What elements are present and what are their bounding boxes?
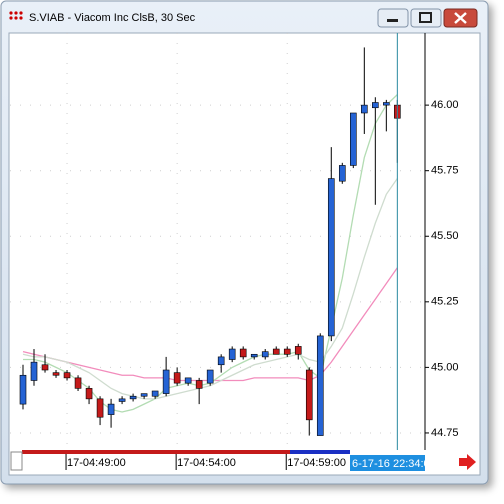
scroll-box[interactable] xyxy=(10,451,23,471)
candle-body xyxy=(228,348,236,360)
x-tick-label: 17-04:59:00 xyxy=(287,457,346,469)
candle-body xyxy=(118,398,126,402)
candle-body xyxy=(173,372,181,384)
candle-body xyxy=(63,372,71,379)
candle-body xyxy=(338,165,346,182)
candle-body xyxy=(195,380,203,389)
cursor-label-box xyxy=(350,455,425,471)
y-tick-label: 44.75 xyxy=(431,427,459,439)
candle-body xyxy=(361,104,368,114)
candle-body xyxy=(19,374,27,405)
candle-body xyxy=(305,369,313,421)
y-tick-label: 45.25 xyxy=(431,296,459,308)
y-tick-label: 45.75 xyxy=(431,165,459,177)
candle-body xyxy=(140,393,148,397)
window-title: S.VIAB - Viacom Inc ClsB, 30 Sec xyxy=(29,12,196,24)
y-tick-label: 46.00 xyxy=(431,99,459,111)
candle-body xyxy=(206,369,214,384)
y-tick-label: 45.00 xyxy=(431,361,459,373)
scroll-right-arrow[interactable] xyxy=(459,454,476,470)
cursor-label: 6-17-16 22:34:00 xyxy=(352,458,436,470)
candle-body xyxy=(283,348,291,355)
candle-body xyxy=(151,390,159,397)
time-scrollbar-view xyxy=(290,450,350,454)
candle-body xyxy=(250,353,258,358)
candle-body xyxy=(107,403,115,415)
candle-body xyxy=(261,351,269,358)
maximize-icon xyxy=(419,12,432,23)
x-tick-label: 17-04:49:00 xyxy=(67,457,126,469)
candle-body xyxy=(316,335,324,436)
candle-body xyxy=(129,395,137,400)
candle-body xyxy=(52,372,60,376)
candle-body xyxy=(272,348,280,355)
candle-body xyxy=(96,398,104,418)
candle-body xyxy=(239,348,247,358)
candle-body xyxy=(372,102,379,109)
candle-body xyxy=(327,178,335,337)
minimize-icon xyxy=(387,19,398,22)
candle-body xyxy=(41,364,49,371)
candle-body xyxy=(85,388,93,400)
candle-body xyxy=(383,102,390,106)
candle-body xyxy=(184,377,192,384)
window-icon xyxy=(9,11,23,20)
x-tick-label: 17-04:54:00 xyxy=(177,457,236,469)
candle-body xyxy=(294,346,302,355)
minimize-button[interactable] xyxy=(377,8,409,28)
maximize-button[interactable] xyxy=(410,8,442,28)
candle-body xyxy=(349,112,357,166)
candle-body xyxy=(74,377,82,389)
candle-body xyxy=(217,356,225,366)
client-area xyxy=(8,32,481,476)
close-icon xyxy=(454,12,467,24)
time-scrollbar[interactable] xyxy=(22,450,350,454)
y-tick-label: 45.50 xyxy=(431,230,459,242)
candle-body xyxy=(162,369,170,394)
candle-body xyxy=(30,361,38,381)
